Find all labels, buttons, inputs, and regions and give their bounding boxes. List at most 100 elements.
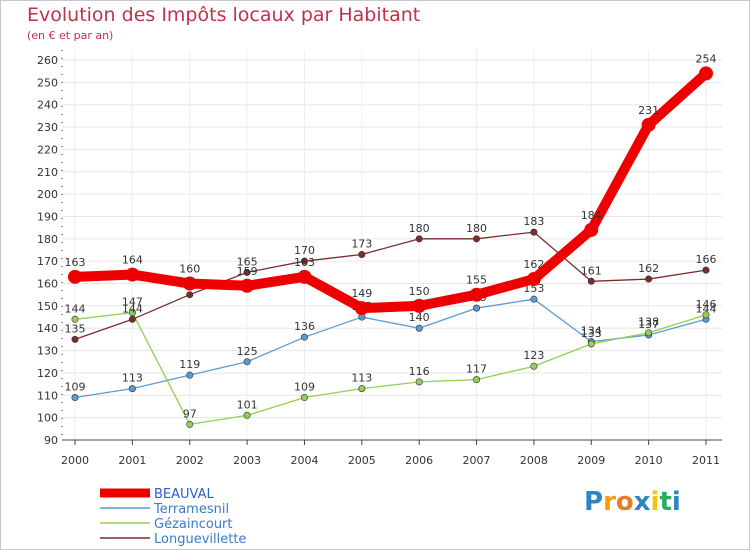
series-line xyxy=(74,311,707,426)
y-tick-label: 90 xyxy=(44,434,58,447)
data-label: 144 xyxy=(122,302,143,315)
data-label: 159 xyxy=(237,265,258,278)
data-label: 146 xyxy=(696,298,717,311)
data-label: 136 xyxy=(294,320,315,333)
data-label: 161 xyxy=(581,264,602,277)
legend-item-gézaincourt: Gézaincourt xyxy=(100,517,233,532)
x-tick-label: 2002 xyxy=(176,454,204,467)
data-label: 134 xyxy=(581,325,602,338)
x-tick-label: 2009 xyxy=(577,454,605,467)
y-tick-label: 240 xyxy=(37,99,58,112)
legend-item-beauval: BEAUVAL xyxy=(100,487,214,502)
data-label: 173 xyxy=(351,237,372,250)
data-label: 147 xyxy=(122,296,143,309)
data-label: 113 xyxy=(122,372,143,385)
data-point xyxy=(71,315,79,323)
data-point xyxy=(182,276,197,291)
data-point xyxy=(699,66,713,81)
data-point xyxy=(125,267,140,282)
data-point xyxy=(186,291,194,299)
data-point xyxy=(412,298,427,313)
data-label: 254 xyxy=(696,52,717,65)
data-label: 116 xyxy=(409,365,430,378)
data-point xyxy=(358,385,366,393)
logo-letter: x xyxy=(633,487,651,517)
data-point xyxy=(186,371,194,379)
data-point xyxy=(473,376,481,384)
series-line xyxy=(74,231,707,341)
legend-item-longuevillette: Longuevillette xyxy=(100,532,246,547)
data-point xyxy=(128,315,136,323)
data-label: 138 xyxy=(638,316,659,329)
plot-area xyxy=(62,50,722,440)
y-tick-label: 250 xyxy=(37,76,58,89)
legend-label: BEAUVAL xyxy=(154,487,214,502)
logo-letter: r xyxy=(603,487,616,517)
data-label: 144 xyxy=(65,302,86,315)
data-label: 180 xyxy=(409,222,430,235)
data-point xyxy=(128,309,136,317)
data-point xyxy=(128,385,136,393)
data-point xyxy=(71,335,79,343)
x-tick-label: 2003 xyxy=(233,454,261,467)
x-tick-label: 2010 xyxy=(635,454,663,467)
data-label: 162 xyxy=(638,262,659,275)
y-tick-label: 180 xyxy=(37,233,58,246)
data-label: 144 xyxy=(696,302,717,315)
data-label: 135 xyxy=(65,322,86,335)
data-label: 109 xyxy=(65,381,86,394)
data-point xyxy=(300,394,308,402)
data-label: 97 xyxy=(183,407,197,420)
y-tick-label: 100 xyxy=(37,412,58,425)
y-tick-label: 110 xyxy=(37,389,58,402)
data-point xyxy=(243,358,251,366)
y-tick-label: 190 xyxy=(37,210,58,223)
x-tick-label: 2007 xyxy=(463,454,491,467)
legend-item-terramesnil: Terramesnil xyxy=(100,502,229,517)
y-tick-label: 150 xyxy=(37,300,58,313)
logo-letter: o xyxy=(615,487,634,517)
y-tick-label: 260 xyxy=(37,54,58,67)
data-label: 133 xyxy=(581,327,602,340)
data-point xyxy=(587,277,595,285)
data-point xyxy=(358,250,366,258)
y-tick-label: 160 xyxy=(37,278,58,291)
chart-title: Evolution des Impôts locaux par Habitant xyxy=(27,4,421,26)
data-label: 140 xyxy=(409,311,430,324)
data-label: 150 xyxy=(409,285,430,298)
data-point xyxy=(645,275,653,283)
x-tick-label: 2011 xyxy=(692,454,720,467)
data-label: 113 xyxy=(351,372,372,385)
y-tick-label: 230 xyxy=(37,121,58,134)
data-point xyxy=(641,117,656,132)
data-point xyxy=(473,235,481,243)
legend-label: Gézaincourt xyxy=(154,517,233,532)
data-label: 180 xyxy=(466,222,487,235)
data-label: 170 xyxy=(294,244,315,257)
data-point xyxy=(415,235,423,243)
y-tick-label: 130 xyxy=(37,345,58,358)
logo-letter: i xyxy=(650,487,660,517)
x-tick-label: 2005 xyxy=(348,454,376,467)
x-tick-label: 2008 xyxy=(520,454,548,467)
data-point xyxy=(473,304,481,312)
data-label: 137 xyxy=(638,318,659,331)
series-line xyxy=(70,68,711,314)
series-line xyxy=(74,298,707,399)
data-point xyxy=(526,272,541,287)
data-label: 160 xyxy=(179,263,200,276)
data-point xyxy=(702,311,710,319)
y-tick-label: 170 xyxy=(37,255,58,268)
data-point xyxy=(587,340,595,348)
data-label: 183 xyxy=(523,215,544,228)
data-point xyxy=(354,301,369,316)
data-label: 101 xyxy=(237,398,258,411)
logo-letter: t xyxy=(659,487,672,517)
data-point xyxy=(71,394,79,402)
data-point xyxy=(68,269,82,284)
data-point xyxy=(297,269,312,284)
y-tick-label: 200 xyxy=(37,188,58,201)
data-point xyxy=(415,324,423,332)
data-label: 184 xyxy=(581,209,602,222)
data-point xyxy=(186,420,194,428)
